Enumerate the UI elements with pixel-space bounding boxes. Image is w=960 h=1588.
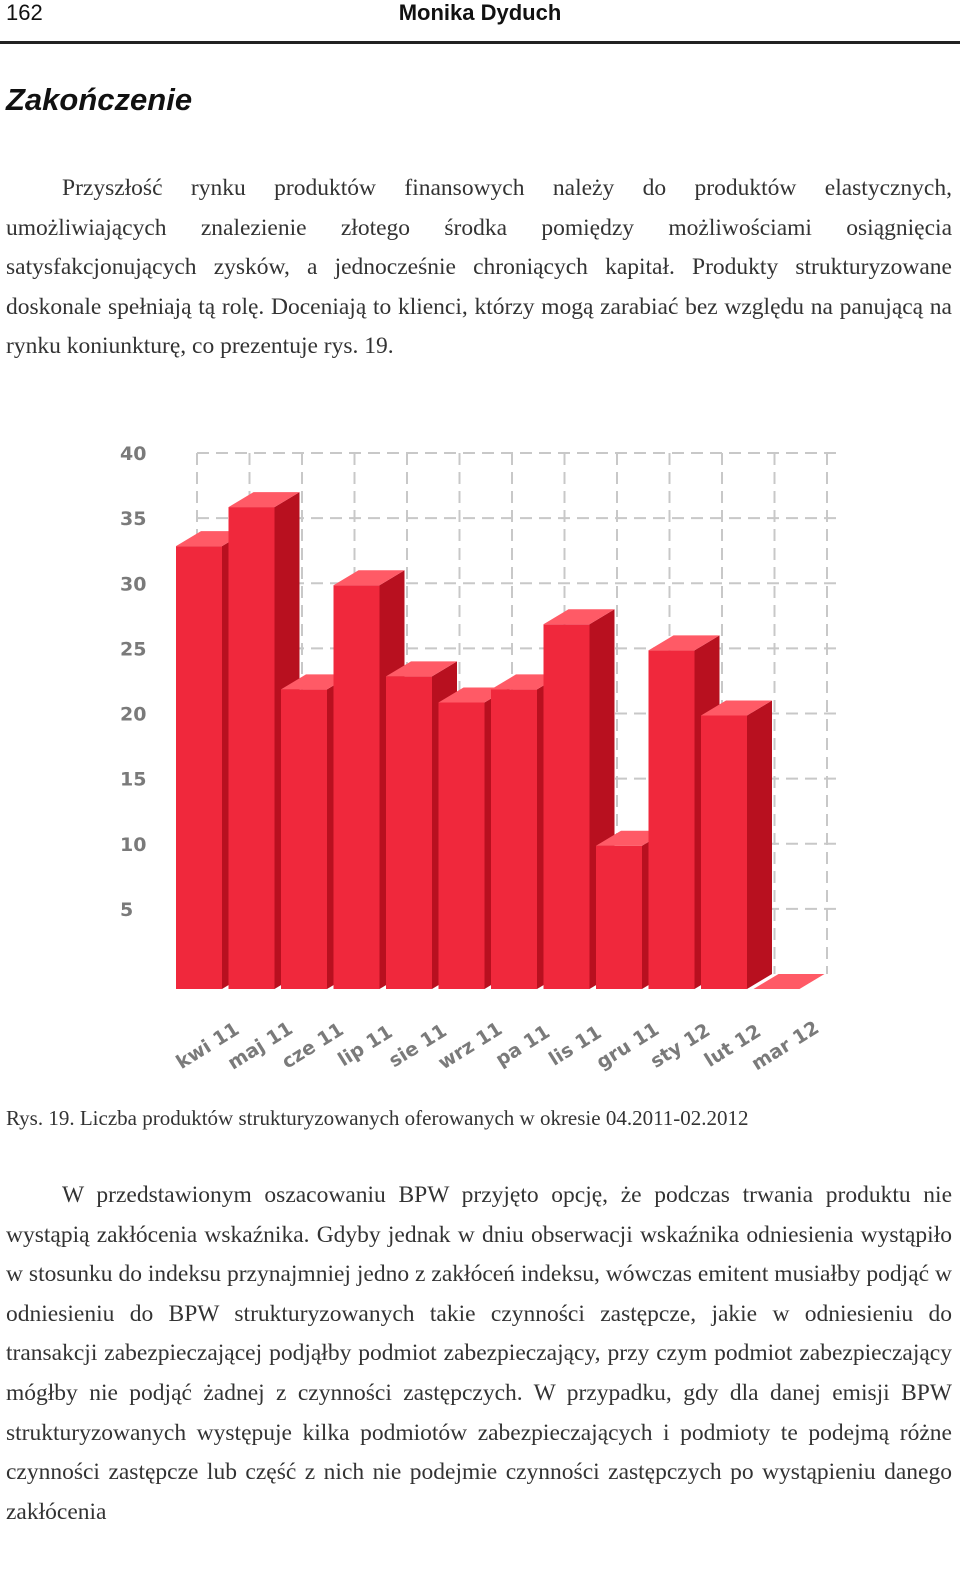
section-heading: Zakończenie [6, 82, 193, 117]
x-tick-label: lip 11 [334, 1021, 396, 1071]
bar-front-face [228, 507, 275, 989]
y-tick-label: 25 [120, 638, 146, 660]
running-head-author: Monika Dyduch [398, 0, 562, 25]
bar-chart: 5 10 15 20 25 30 35 40 kwi 11 maj 11 cze 11 lip 11 s… [100, 440, 850, 1100]
bar-front-face [491, 689, 537, 989]
header-rule [0, 41, 960, 44]
bar-front-face [596, 845, 642, 989]
y-tick-label: 30 [120, 573, 146, 595]
bar-top-face [543, 609, 615, 625]
x-tick-label: mar 12 [748, 1017, 823, 1075]
figure-caption: Rys. 19. Liczba produktów strukturyzowan… [6, 1106, 749, 1130]
bar-top-face [701, 700, 772, 716]
bar-front-face [438, 702, 485, 989]
y-tick-label: 5 [120, 899, 133, 921]
bar-front-face [701, 715, 747, 989]
bar-top-face [386, 661, 457, 677]
bar-top-face [228, 492, 300, 508]
bar-side-face [747, 700, 772, 989]
bar-front-face [176, 546, 222, 989]
bar-top-face [753, 974, 825, 989]
x-tick-label: wrz 11 [434, 1018, 506, 1074]
bar-top-face [333, 570, 405, 586]
bar-front-face [281, 689, 327, 989]
bar-front-face [386, 676, 432, 989]
bar-front-face [543, 624, 590, 989]
bar-top-face [648, 635, 720, 651]
page-number: 162 [6, 0, 43, 25]
y-tick-label: 15 [120, 769, 146, 791]
y-tick-label: 40 [120, 443, 146, 465]
y-tick-label: 35 [120, 508, 146, 530]
paragraph-body: W przedstawionym oszacowaniu BPW przyjęt… [6, 1182, 952, 1525]
y-tick-label: 20 [120, 704, 146, 726]
y-tick-label: 10 [120, 834, 146, 856]
bar-front-face [333, 585, 380, 989]
bar [701, 700, 772, 989]
bar [753, 974, 825, 989]
bar-front-face [648, 650, 695, 989]
paragraph-intro: Przyszłość rynku produktów finansowych n… [6, 175, 952, 360]
